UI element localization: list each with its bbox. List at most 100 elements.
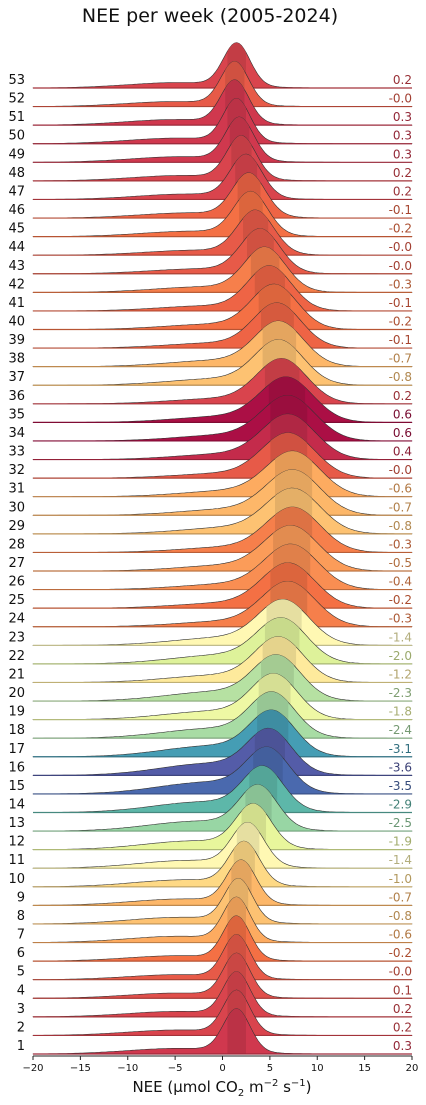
week-label: 23 — [8, 630, 25, 645]
ridge-week-28: 28 -0.3 — [8, 506, 413, 554]
ridge-week-35: 35 0.6 — [8, 376, 413, 423]
mean-label: -0.2 — [389, 946, 412, 960]
mean-label: -0.8 — [389, 519, 412, 533]
week-label: 22 — [8, 649, 25, 664]
mean-label: -1.4 — [389, 630, 412, 644]
mean-label: -0.1 — [389, 203, 412, 217]
mean-label: -0.0 — [389, 965, 412, 979]
week-label: 47 — [8, 184, 25, 199]
ridge-week-29: 29 -0.8 — [8, 487, 413, 535]
week-label: 37 — [8, 370, 25, 385]
mean-label: -0.1 — [389, 333, 412, 347]
x-tick-label: 10 — [311, 1063, 324, 1074]
x-tick-label: −5 — [168, 1063, 183, 1074]
week-label: 36 — [8, 389, 25, 404]
week-label: 30 — [8, 500, 25, 515]
ridge-week-23: 23 -1.4 — [8, 599, 413, 646]
week-label: 40 — [8, 315, 25, 330]
mean-label: 0.2 — [393, 1020, 412, 1034]
mean-label: 0.2 — [393, 166, 412, 180]
mean-label: -3.6 — [389, 760, 412, 774]
week-label: 38 — [8, 352, 25, 367]
week-label: 2 — [17, 1020, 25, 1035]
mean-label: 0.2 — [393, 389, 412, 403]
week-label: 27 — [8, 556, 25, 571]
ridge-week-26: 26 -0.4 — [8, 543, 413, 591]
week-label: 10 — [8, 872, 25, 887]
mean-label: -3.5 — [389, 779, 412, 793]
x-tick-label: 5 — [267, 1063, 273, 1074]
week-label: 31 — [8, 482, 25, 497]
mean-label: 0.4 — [393, 445, 412, 459]
x-axis-label: NEE (μmol CO2 m−2 s−1) — [132, 1078, 311, 1099]
ridge-week-41: 41 -0.1 — [8, 265, 413, 312]
mean-label: -0.6 — [389, 482, 412, 496]
week-label: 5 — [17, 965, 25, 980]
week-label: 53 — [8, 73, 25, 88]
mean-label: -0.4 — [389, 575, 412, 589]
mean-label: -0.3 — [389, 537, 412, 551]
mean-label: 0.2 — [393, 1002, 412, 1016]
x-tick-label: −10 — [117, 1063, 138, 1074]
mean-label: -0.2 — [389, 593, 412, 607]
mean-label: -0.8 — [389, 370, 412, 384]
week-label: 49 — [8, 147, 25, 162]
week-label: 21 — [8, 667, 25, 682]
week-label: 24 — [8, 612, 25, 627]
mean-label: 0.2 — [393, 184, 412, 198]
mean-label: -2.4 — [389, 723, 412, 737]
ridge-week-34: 34 0.6 — [8, 395, 413, 442]
ridge-week-40: 40 -0.2 — [8, 283, 412, 331]
week-label: 13 — [8, 816, 25, 831]
ridge-week-39: 39 -0.1 — [8, 302, 413, 349]
mean-label: -0.7 — [389, 500, 412, 514]
ridge-week-45: 45 -0.2 — [8, 190, 413, 238]
mean-label: -0.7 — [389, 890, 412, 904]
mean-label: -0.3 — [389, 277, 412, 291]
mean-label: -0.2 — [389, 315, 412, 329]
mean-label: -2.5 — [389, 816, 412, 830]
mean-label: -1.2 — [389, 667, 412, 681]
week-label: 14 — [8, 798, 25, 813]
ridge-week-38: 38 -0.7 — [8, 320, 413, 368]
week-label: 28 — [8, 537, 25, 552]
ridge-week-30: 30 -0.7 — [8, 469, 413, 516]
week-label: 3 — [17, 1002, 25, 1017]
ridge-week-32: 32 -0.0 — [8, 432, 413, 479]
week-label: 17 — [8, 742, 25, 757]
mean-label: -0.0 — [389, 259, 412, 273]
week-label: 4 — [17, 983, 25, 998]
week-label: 26 — [8, 575, 25, 590]
mean-label: -3.1 — [389, 742, 412, 756]
ridge-week-42: 42 -0.3 — [8, 246, 413, 293]
x-axis: −20 −15 −10 −5 0 5 10 15 20 — [22, 1055, 418, 1074]
week-label: 41 — [8, 296, 25, 311]
ridge-week-37: 37 -0.8 — [8, 339, 413, 386]
ridge-week-53: 53 0.2 — [8, 42, 412, 89]
ridge-week-22: 22 -2.0 — [8, 617, 413, 665]
x-tick-label: 0 — [219, 1063, 225, 1074]
x-tick-label: 15 — [358, 1063, 371, 1074]
week-label: 45 — [8, 222, 25, 237]
mean-label: 0.6 — [393, 426, 412, 440]
week-label: 44 — [8, 240, 25, 255]
week-label: 48 — [8, 166, 25, 181]
week-label: 52 — [8, 92, 25, 107]
week-label: 1 — [17, 1039, 25, 1054]
mean-label: -1.9 — [389, 835, 412, 849]
mean-label: 0.2 — [393, 73, 412, 87]
mean-label: -2.3 — [389, 686, 412, 700]
ridge-week-31: 31 -0.6 — [8, 450, 413, 498]
week-label: 11 — [8, 853, 25, 868]
week-label: 19 — [8, 705, 25, 720]
mean-label: 0.1 — [393, 983, 412, 997]
ridge-week-24: 24 -0.3 — [8, 581, 413, 628]
ridge-week-43: 43 -0.0 — [8, 228, 413, 275]
week-label: 9 — [17, 890, 25, 905]
mean-label: -2.9 — [389, 798, 412, 812]
ridge-week-33: 33 0.4 — [8, 413, 413, 461]
ridge-week-27: 27 -0.5 — [8, 525, 412, 572]
week-label: 7 — [17, 928, 25, 943]
mean-label: -0.0 — [389, 92, 412, 106]
